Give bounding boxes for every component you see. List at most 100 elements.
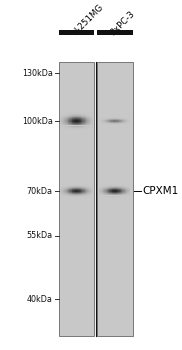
Bar [80,128,81,129]
Bar [79,115,80,116]
Bar [60,115,61,116]
Bar [69,127,70,128]
Bar [84,125,85,126]
Bar [69,118,70,119]
Bar [86,112,87,113]
Bar [89,127,90,128]
Bar [60,120,61,121]
Bar [74,129,75,130]
Bar [78,125,79,126]
Bar [75,114,76,115]
Bar [92,120,93,121]
Bar [69,128,70,129]
Bar [86,128,87,129]
Bar [81,113,82,114]
Bar [67,125,68,126]
Bar [75,118,76,119]
Bar [77,129,78,130]
Bar [62,129,63,130]
Bar [88,123,89,124]
Text: BxPC-3: BxPC-3 [108,9,137,37]
Bar [75,123,76,124]
Bar [65,119,66,120]
Bar [67,119,68,120]
Bar [75,112,76,113]
Bar [65,129,66,130]
Bar [92,128,93,129]
Bar [73,114,74,115]
Bar [77,117,78,118]
Bar [78,113,79,114]
Bar [84,126,85,127]
Bar [67,129,68,130]
Text: 40kDa: 40kDa [27,295,53,304]
Bar [87,114,88,115]
Bar [97,62,132,336]
Bar [59,30,94,35]
Bar [82,119,83,120]
Bar [83,115,84,116]
Bar [61,120,62,121]
Bar [79,123,80,124]
Bar [80,112,81,113]
Bar [86,122,87,123]
Bar [91,124,92,125]
Bar [74,118,75,119]
Bar [79,128,80,129]
Bar [72,121,73,122]
Bar [77,116,78,117]
Bar [85,123,86,124]
Bar [75,122,76,123]
Bar [85,125,86,126]
Bar [71,129,72,130]
Bar [88,127,89,128]
Bar [77,120,78,121]
Bar [62,114,63,115]
Bar [64,122,65,123]
Bar [77,121,78,122]
Bar [69,126,70,127]
Bar [83,127,84,128]
Bar [60,128,61,129]
Bar [85,122,86,123]
Bar [91,114,92,115]
Bar [92,112,93,113]
Bar [78,129,79,130]
Bar [86,118,87,119]
Bar [62,115,63,116]
Bar [84,123,85,124]
Bar [88,122,89,123]
Bar [90,122,91,123]
Bar [92,114,93,115]
Bar [70,129,71,130]
Bar [87,120,88,121]
Bar [91,115,92,116]
Bar [87,113,88,114]
Bar [72,114,73,115]
Bar [78,118,79,119]
Bar [62,119,63,120]
Bar [83,123,84,124]
Bar [70,124,71,125]
Bar [68,112,69,113]
Bar [61,128,62,129]
Bar [83,124,84,125]
Bar [85,128,86,129]
Bar [80,118,81,119]
Bar [64,117,65,118]
Bar [87,126,88,127]
Bar [73,124,74,125]
Bar [64,123,65,124]
Bar [84,117,85,118]
Bar [88,119,89,120]
Bar [70,116,71,117]
Bar [89,112,90,113]
Bar [69,124,70,125]
Bar [82,112,83,113]
Bar [88,115,89,116]
Bar [90,118,91,119]
Bar [72,113,73,114]
Bar [89,117,90,118]
Bar [68,126,69,127]
Bar [73,128,74,129]
